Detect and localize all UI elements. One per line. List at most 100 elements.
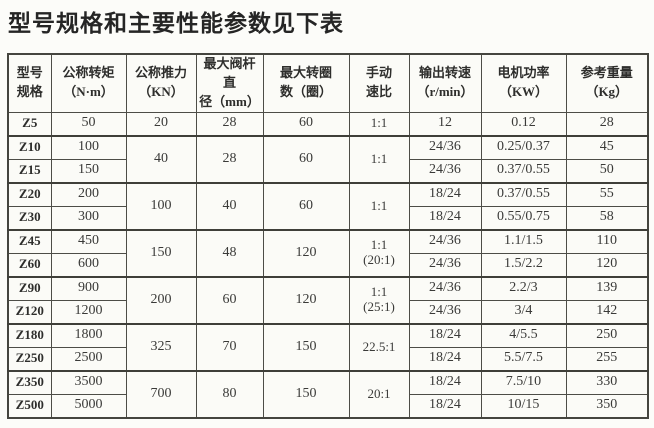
cell-power: 0.12 <box>480 111 567 137</box>
spec-table: 型号 规格 公称转矩 （N·m） 公称推力 （KN） 最大阀杆直 径（mm） 最… <box>7 53 649 419</box>
cell-thrust: 700 <box>125 369 197 419</box>
cell-turns: 60 <box>262 111 350 137</box>
cell-power: 5.5/7.5 <box>480 346 567 372</box>
cell-torque: 100 <box>50 134 127 160</box>
cell-weight: 45 <box>565 134 649 160</box>
table-row-z30: Z30 300 18/24 0.55/0.75 58 <box>7 205 649 231</box>
cell-turns: 150 <box>262 369 350 419</box>
table-row-z500: Z500 5000 18/24 10/15 350 <box>7 393 649 419</box>
cell-weight: 139 <box>565 275 649 301</box>
col-header-stem-diameter: 最大阀杆直 径（mm） <box>195 53 264 113</box>
cell-weight: 58 <box>565 205 649 231</box>
cell-speed: 18/24 <box>408 369 482 395</box>
cell-weight: 255 <box>565 346 649 372</box>
cell-model: Z120 <box>7 299 52 325</box>
cell-torque: 450 <box>50 228 127 254</box>
cell-thrust: 325 <box>125 322 197 372</box>
cell-ratio: 1:1 (25:1) <box>348 275 410 325</box>
cell-ratio: 1:1 <box>348 111 410 137</box>
cell-power: 4/5.5 <box>480 322 567 348</box>
table-row-z15: Z15 150 24/36 0.37/0.55 50 <box>7 158 649 184</box>
table-row-z45: Z45 450 150 48 120 1:1 (20:1) 24/36 1.1/… <box>7 228 649 278</box>
cell-weight: 50 <box>565 158 649 184</box>
table-row-z180: Z180 1800 325 70 150 22.5:1 18/24 4/5.5 … <box>7 322 649 372</box>
cell-weight: 110 <box>565 228 649 254</box>
cell-ratio: 20:1 <box>348 369 410 419</box>
cell-stem: 40 <box>195 181 264 231</box>
cell-speed: 24/36 <box>408 275 482 301</box>
cell-power: 3/4 <box>480 299 567 325</box>
cell-speed: 24/36 <box>408 228 482 254</box>
table-row-z10: Z10 100 40 28 60 1:1 24/36 0.25/0.37 45 <box>7 134 649 184</box>
cell-torque: 5000 <box>50 393 127 419</box>
cell-turns: 150 <box>262 322 350 372</box>
col-header-model: 型号 规格 <box>7 53 52 113</box>
cell-thrust: 150 <box>125 228 197 278</box>
cell-speed: 12 <box>408 111 482 137</box>
table-row-z350: Z350 3500 700 80 150 20:1 18/24 7.5/10 3… <box>7 369 649 419</box>
cell-speed: 24/36 <box>408 158 482 184</box>
cell-stem: 80 <box>195 369 264 419</box>
cell-thrust: 100 <box>125 181 197 231</box>
cell-turns: 60 <box>262 134 350 184</box>
col-header-output-speed: 输出转速 （r/min） <box>408 53 482 113</box>
cell-torque: 1800 <box>50 322 127 348</box>
cell-ratio: 1:1 <box>348 134 410 184</box>
col-header-thrust: 公称推力 （KN） <box>125 53 197 113</box>
cell-stem: 48 <box>195 228 264 278</box>
cell-turns: 60 <box>262 181 350 231</box>
cell-power: 0.55/0.75 <box>480 205 567 231</box>
col-header-manual-ratio: 手动 速比 <box>348 53 410 113</box>
cell-model: Z350 <box>7 369 52 395</box>
col-header-motor-power: 电机功率 （KW） <box>480 53 567 113</box>
col-header-ref-weight: 参考重量 （Kg） <box>565 53 649 113</box>
cell-model: Z90 <box>7 275 52 301</box>
cell-torque: 1200 <box>50 299 127 325</box>
cell-model: Z250 <box>7 346 52 372</box>
table-row-z20: Z20 200 100 40 60 1:1 18/24 0.37/0.55 55 <box>7 181 649 231</box>
col-header-torque: 公称转矩 （N·m） <box>50 53 127 113</box>
table-row-z60: Z60 600 24/36 1.5/2.2 120 <box>7 252 649 278</box>
cell-stem: 28 <box>195 111 264 137</box>
cell-speed: 18/24 <box>408 346 482 372</box>
page-title: 型号规格和主要性能参数见下表 <box>8 10 344 36</box>
table-row-z90: Z90 900 200 60 120 1:1 (25:1) 24/36 2.2/… <box>7 275 649 325</box>
cell-model: Z10 <box>7 134 52 160</box>
table-row-z120: Z120 1200 24/36 3/4 142 <box>7 299 649 325</box>
cell-power: 0.37/0.55 <box>480 181 567 207</box>
cell-model: Z15 <box>7 158 52 184</box>
cell-stem: 60 <box>195 275 264 325</box>
cell-model: Z180 <box>7 322 52 348</box>
cell-power: 7.5/10 <box>480 369 567 395</box>
cell-weight: 250 <box>565 322 649 348</box>
cell-speed: 18/24 <box>408 322 482 348</box>
cell-model: Z30 <box>7 205 52 231</box>
cell-torque: 2500 <box>50 346 127 372</box>
cell-power: 2.2/3 <box>480 275 567 301</box>
cell-power: 0.37/0.55 <box>480 158 567 184</box>
cell-power: 1.1/1.5 <box>480 228 567 254</box>
col-header-max-turns: 最大转圈 数（圈） <box>262 53 350 113</box>
cell-torque: 150 <box>50 158 127 184</box>
cell-turns: 120 <box>262 228 350 278</box>
cell-ratio: 1:1 (20:1) <box>348 228 410 278</box>
cell-turns: 120 <box>262 275 350 325</box>
cell-power: 10/15 <box>480 393 567 419</box>
cell-torque: 3500 <box>50 369 127 395</box>
cell-ratio: 1:1 <box>348 181 410 231</box>
cell-power: 0.25/0.37 <box>480 134 567 160</box>
cell-ratio: 22.5:1 <box>348 322 410 372</box>
cell-weight: 350 <box>565 393 649 419</box>
cell-stem: 28 <box>195 134 264 184</box>
cell-torque: 600 <box>50 252 127 278</box>
cell-stem: 70 <box>195 322 264 372</box>
cell-speed: 18/24 <box>408 205 482 231</box>
cell-torque: 200 <box>50 181 127 207</box>
cell-model: Z5 <box>7 111 52 137</box>
cell-thrust: 200 <box>125 275 197 325</box>
cell-torque: 900 <box>50 275 127 301</box>
cell-model: Z60 <box>7 252 52 278</box>
cell-model: Z500 <box>7 393 52 419</box>
cell-speed: 24/36 <box>408 299 482 325</box>
